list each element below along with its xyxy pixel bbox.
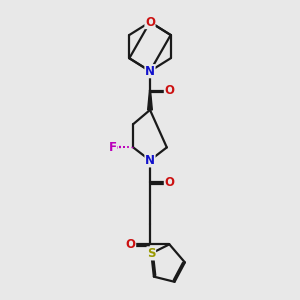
Polygon shape — [148, 91, 152, 110]
Text: O: O — [164, 84, 174, 97]
Text: S: S — [147, 247, 155, 260]
Text: N: N — [145, 154, 155, 167]
Text: F: F — [109, 141, 116, 154]
Text: N: N — [145, 65, 155, 78]
Text: O: O — [164, 176, 174, 189]
Text: O: O — [145, 16, 155, 28]
Text: O: O — [126, 238, 136, 251]
